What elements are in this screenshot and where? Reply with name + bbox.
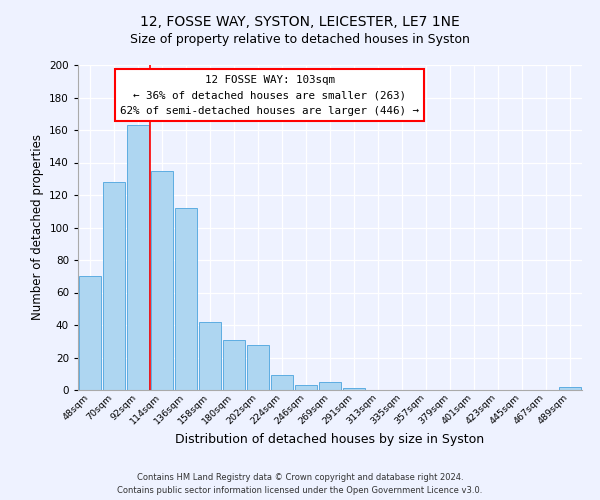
Bar [295,385,317,390]
Bar [271,376,293,390]
Text: Contains HM Land Registry data © Crown copyright and database right 2024.
Contai: Contains HM Land Registry data © Crown c… [118,474,482,495]
Y-axis label: Number of detached properties: Number of detached properties [31,134,44,320]
Bar [559,387,581,390]
Bar [223,340,245,390]
Bar [175,208,197,390]
Text: 12, FOSSE WAY, SYSTON, LEICESTER, LE7 1NE: 12, FOSSE WAY, SYSTON, LEICESTER, LE7 1N… [140,15,460,29]
X-axis label: Distribution of detached houses by size in Syston: Distribution of detached houses by size … [175,434,485,446]
Bar [103,182,125,390]
Bar [199,322,221,390]
Text: 12 FOSSE WAY: 103sqm
← 36% of detached houses are smaller (263)
62% of semi-deta: 12 FOSSE WAY: 103sqm ← 36% of detached h… [120,74,419,116]
Bar [319,382,341,390]
Bar [127,125,149,390]
Bar [343,388,365,390]
Text: Size of property relative to detached houses in Syston: Size of property relative to detached ho… [130,32,470,46]
Bar [79,276,101,390]
Bar [247,344,269,390]
Bar [151,170,173,390]
